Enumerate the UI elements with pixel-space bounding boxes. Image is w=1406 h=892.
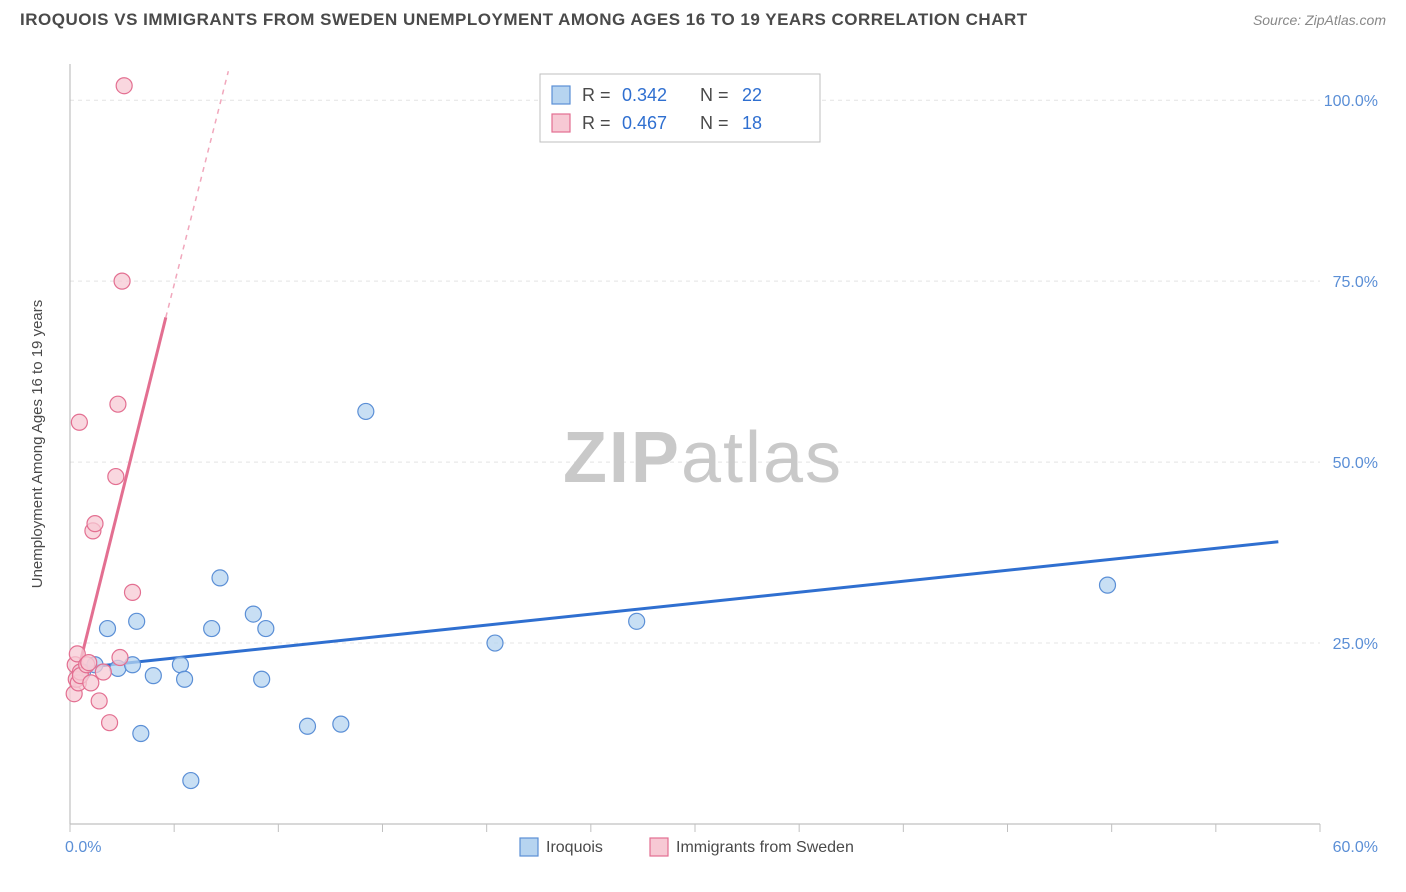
data-point	[358, 403, 374, 419]
y-axis-label: Unemployment Among Ages 16 to 19 years	[29, 300, 46, 589]
data-point	[300, 718, 316, 734]
data-point	[212, 570, 228, 586]
y-tick-label: 100.0%	[1324, 93, 1378, 110]
data-point	[125, 584, 141, 600]
data-point	[1100, 577, 1116, 593]
data-point	[102, 715, 118, 731]
legend-swatch	[520, 838, 538, 856]
data-point	[177, 671, 193, 687]
y-tick-label: 75.0%	[1333, 274, 1378, 291]
legend-r-label: R =	[582, 113, 611, 133]
data-point	[204, 621, 220, 637]
scatter-chart: 25.0% 50.0% 75.0% 100.0% 0.0% 60.0% Unemployme…	[20, 44, 1386, 872]
data-point	[116, 78, 132, 94]
data-point	[172, 657, 188, 673]
data-point	[95, 664, 111, 680]
legend-r-value: 0.467	[622, 113, 667, 133]
data-point	[108, 469, 124, 485]
chart-source: Source: ZipAtlas.com	[1253, 12, 1386, 28]
chart-header: IROQUOIS VS IMMIGRANTS FROM SWEDEN UNEMP…	[0, 0, 1406, 36]
data-point	[133, 726, 149, 742]
data-point	[114, 273, 130, 289]
legend-n-label: N =	[700, 113, 729, 133]
x-min-label: 0.0%	[65, 839, 101, 856]
legend-r-label: R =	[582, 85, 611, 105]
chart-container: 25.0% 50.0% 75.0% 100.0% 0.0% 60.0% Unemployme…	[20, 44, 1386, 872]
legend-swatch	[552, 86, 570, 104]
data-point	[629, 613, 645, 629]
data-point	[129, 613, 145, 629]
data-point	[333, 716, 349, 732]
data-point	[71, 414, 87, 430]
data-point	[110, 396, 126, 412]
legend-swatch	[552, 114, 570, 132]
data-point	[81, 655, 97, 671]
data-point	[91, 693, 107, 709]
data-point	[83, 675, 99, 691]
x-max-label: 60.0%	[1333, 839, 1378, 856]
data-point	[100, 621, 116, 637]
legend-r-value: 0.342	[622, 85, 667, 105]
data-point	[254, 671, 270, 687]
y-tick-label: 50.0%	[1333, 455, 1378, 472]
legend-swatch	[650, 838, 668, 856]
data-point	[112, 650, 128, 666]
legend-n-value: 22	[742, 85, 762, 105]
legend-n-label: N =	[700, 85, 729, 105]
legend-n-value: 18	[742, 113, 762, 133]
data-point	[258, 621, 274, 637]
data-point	[487, 635, 503, 651]
legend-series-label: Iroquois	[546, 839, 603, 856]
data-point	[87, 516, 103, 532]
data-point	[183, 773, 199, 789]
data-point	[245, 606, 261, 622]
y-tick-label: 25.0%	[1333, 636, 1378, 653]
data-point	[145, 668, 161, 684]
chart-title: IROQUOIS VS IMMIGRANTS FROM SWEDEN UNEMP…	[20, 10, 1028, 30]
legend-series-label: Immigrants from Sweden	[676, 839, 854, 856]
